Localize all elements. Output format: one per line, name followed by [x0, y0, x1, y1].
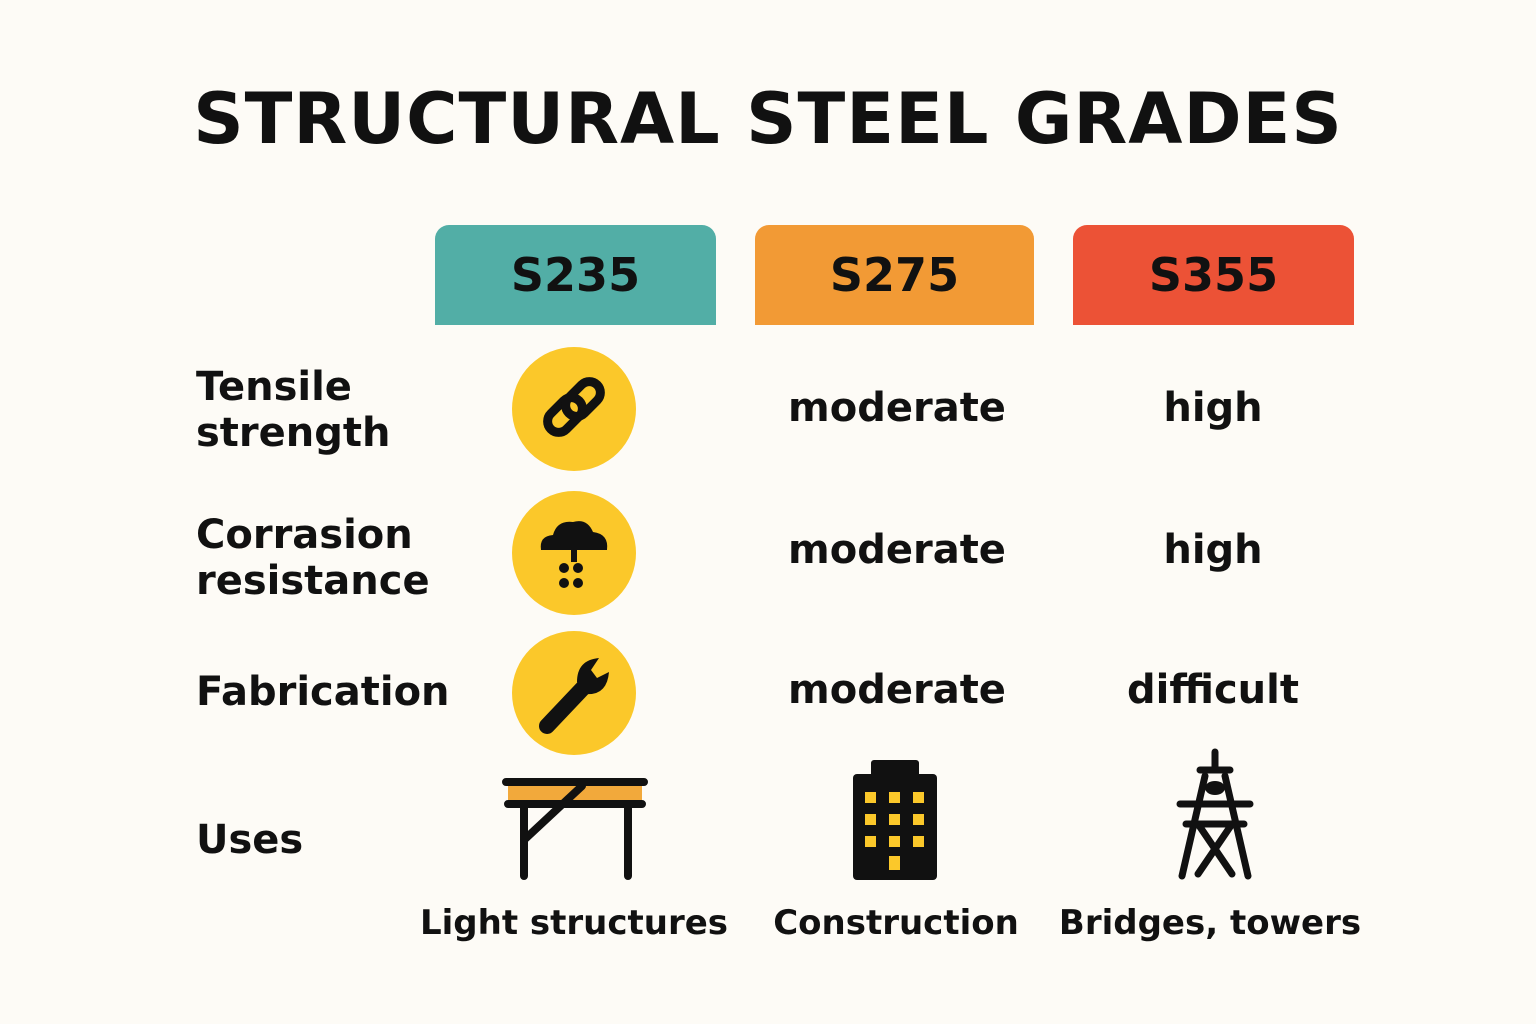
use-caption: Light structures: [419, 903, 729, 943]
use-caption: Construction: [773, 903, 1019, 943]
grade-header: S235: [435, 225, 716, 325]
cell: high: [1163, 385, 1263, 431]
cell: moderate: [788, 667, 1006, 713]
frame-icon: [502, 778, 648, 880]
cell: moderate: [788, 385, 1006, 431]
title: STRUCTURAL STEEL GRADES: [193, 78, 1343, 160]
tower-icon: [1176, 748, 1254, 880]
building-icon: [853, 760, 937, 880]
wrench-icon: [512, 631, 636, 755]
grade-header: S275: [755, 225, 1034, 325]
corrosion-icon: [512, 491, 636, 615]
row-label: Uses: [196, 817, 304, 863]
cell: high: [1163, 527, 1263, 573]
grade-header: S355: [1073, 225, 1354, 325]
chain-icon: [512, 347, 636, 471]
row-label: Corrasion resistance: [196, 512, 430, 604]
cell: difficult: [1127, 667, 1299, 713]
cell: moderate: [788, 527, 1006, 573]
row-label: Tensile strength: [196, 364, 391, 456]
row-label: Fabrication: [196, 669, 450, 715]
use-caption: Bridges, towers: [1058, 903, 1362, 943]
